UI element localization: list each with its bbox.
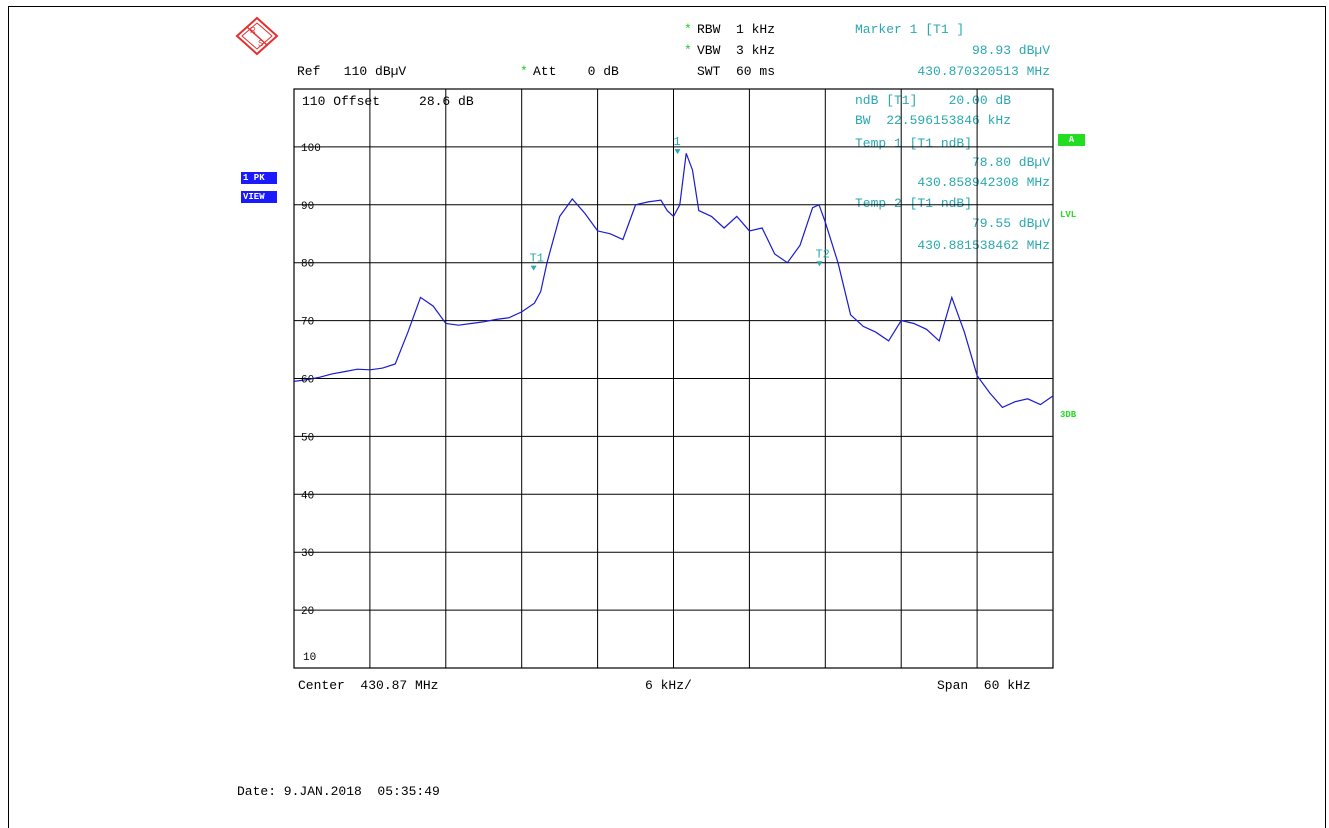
y-tick-label: 60 — [301, 375, 314, 387]
bw-readout: BW 22.596153846 kHz — [855, 113, 1012, 128]
svg-text:S: S — [258, 39, 263, 48]
center-frequency: Center 430.87 MHz — [298, 678, 439, 693]
temp2-level: 79.55 dBµV — [971, 216, 1050, 231]
frequency-per-division: 6 kHz/ — [645, 678, 692, 693]
y-tick-label: 50 — [301, 432, 314, 444]
temp2-title: Temp 2 [T1 ndB] — [855, 196, 973, 211]
span: Span 60 kHz — [937, 678, 1031, 693]
rs-logo-icon: R S — [235, 16, 279, 56]
y-tick-label: 30 — [301, 548, 314, 560]
marker-1-label: 1 — [674, 135, 681, 149]
marker-t1-triangle — [530, 265, 537, 271]
temp1-level: 78.80 dBµV — [971, 155, 1050, 170]
timestamp: Date: 9.JAN.2018 05:35:49 — [237, 784, 440, 799]
rbw-setting: RBW 1 kHz — [697, 22, 776, 37]
marker-t1-label: T1 — [530, 252, 544, 266]
y-tick-label: 10 — [303, 652, 316, 664]
spectrum-trace — [293, 153, 1054, 409]
ndb-readout: ndB [T1] 20.00 dB — [855, 93, 1012, 108]
trace-mode-badge: 1 PK — [241, 172, 277, 184]
ref-level: Ref 110 dBµV — [297, 64, 407, 79]
marker-1-triangle — [674, 149, 681, 155]
y-tick-label: 20 — [301, 606, 314, 618]
y-tick-label: 40 — [301, 490, 314, 502]
sweep-time: SWT 60 ms — [697, 64, 776, 79]
attenuation: Att 0 dB — [533, 64, 619, 79]
lvl-indicator: LVL — [1060, 210, 1077, 220]
y-tick-label: 90 — [301, 201, 314, 213]
3db-indicator: 3DB — [1060, 410, 1077, 420]
y-tick-label: 100 — [301, 143, 321, 155]
trace-a-badge: A — [1058, 134, 1085, 146]
temp1-frequency: 430.858942308 MHz — [917, 175, 1050, 190]
marker1-level: 98.93 dBµV — [971, 43, 1050, 58]
screen-frame — [8, 6, 1326, 828]
marker-t2-triangle — [816, 261, 823, 267]
vbw-coupled-star: * — [684, 43, 692, 58]
rbw-coupled-star: * — [684, 22, 692, 37]
y-tick-label: 80 — [301, 259, 314, 271]
offset-readout: 110 Offset 28.6 dB — [302, 94, 474, 109]
y-tick-label: 70 — [301, 317, 314, 329]
view-badge: VIEW — [241, 191, 277, 203]
vbw-setting: VBW 3 kHz — [697, 43, 776, 58]
marker1-frequency: 430.870320513 MHz — [917, 64, 1050, 79]
marker-t2-label: T2 — [815, 247, 829, 261]
svg-text:R: R — [250, 26, 256, 35]
marker1-title: Marker 1 [T1 ] — [855, 22, 965, 37]
temp2-frequency: 430.881538462 MHz — [917, 238, 1050, 253]
att-coupled-star: * — [520, 64, 528, 79]
